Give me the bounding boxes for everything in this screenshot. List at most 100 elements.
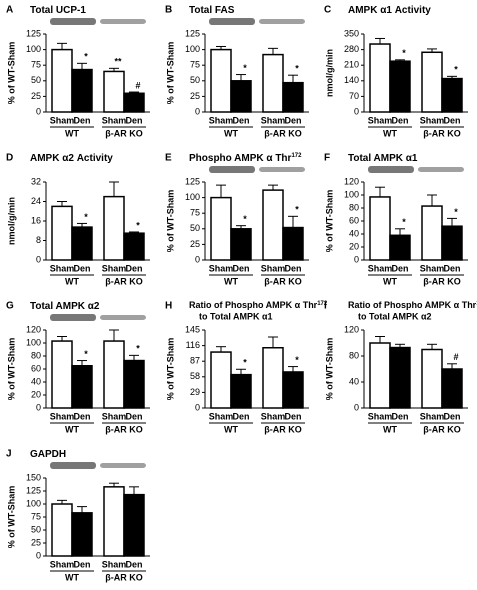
panel-title: Ratio of Phospho AMPK α Thr172 [348, 300, 477, 310]
group-label: WT [65, 276, 79, 286]
bar [210, 48, 232, 113]
bar-category-label: Sham [420, 263, 445, 273]
bar-category-label: Den [391, 115, 408, 125]
bar [51, 48, 73, 113]
y-tick-label: 0 [36, 402, 41, 412]
y-tick-label: 80 [31, 350, 41, 360]
bar [51, 503, 73, 557]
bar [421, 205, 443, 261]
bar [123, 92, 145, 113]
panel-letter: I [324, 301, 327, 312]
significance-mark: * [243, 214, 247, 224]
y-axis-label: % of WT-Sham [165, 338, 175, 401]
y-tick-label: 125 [185, 28, 200, 38]
bar-category-label: Den [232, 115, 249, 125]
panel-letter: D [6, 153, 13, 164]
y-axis-label: nmol/g/min [324, 49, 334, 97]
significance-mark: * [136, 220, 140, 230]
panel: J GAPDH 0 25 50 75 100 125 150 % of WT-Sham WT Sham… [6, 449, 150, 582]
significance-mark: * [295, 205, 299, 215]
bar [369, 196, 391, 261]
y-tick-label: 20 [349, 241, 359, 251]
group-label: β-AR KO [105, 276, 143, 286]
significance-mark: * [136, 344, 140, 354]
panel-letter: C [324, 5, 331, 16]
bar-category-label: Den [391, 411, 408, 421]
bar-category-label: Den [73, 263, 90, 273]
title-sup: 172 [291, 153, 302, 159]
panel-title: Total AMPK α2 [30, 301, 100, 312]
bar-category-label: Den [232, 263, 249, 273]
y-tick-label: 60 [31, 363, 41, 373]
bar [103, 340, 125, 409]
bar-category-label: Sham [209, 115, 234, 125]
y-tick-label: 32 [31, 176, 41, 186]
bar [262, 53, 284, 113]
bar-category-label: Den [391, 263, 408, 273]
bar [441, 77, 463, 113]
y-tick-label: 0 [195, 106, 200, 116]
y-tick-label: 58 [190, 371, 200, 381]
bar [51, 205, 73, 261]
significance-mark: * [402, 217, 406, 227]
y-tick-label: 280 [344, 44, 359, 54]
group-label: WT [65, 424, 79, 434]
y-tick-label: 50 [190, 75, 200, 85]
y-tick-label: 75 [190, 208, 200, 218]
y-tick-label: 0 [195, 254, 200, 264]
panel-letter: G [6, 301, 14, 312]
significance-mark: * [243, 358, 247, 368]
bar-category-label: Sham [102, 559, 127, 569]
bar-category-label: Den [443, 411, 460, 421]
group-label: β-AR KO [105, 572, 143, 582]
group-label: WT [224, 424, 238, 434]
y-tick-label: 116 [186, 340, 200, 350]
bar-category-label: Sham [50, 411, 75, 421]
blot [50, 18, 96, 25]
title-text: Total FAS [189, 5, 235, 16]
significance-mark: # [453, 352, 458, 362]
panel-title: AMPK α1 Activity [348, 5, 431, 16]
y-tick-label: 125 [26, 28, 41, 38]
y-tick-label: 87 [190, 356, 200, 366]
bar-category-label: Den [125, 263, 142, 273]
bar [210, 196, 232, 261]
bar [103, 195, 125, 261]
bar [389, 234, 411, 261]
y-axis-label: % of WT-Sham [6, 486, 16, 549]
panel-title-line2: to Total AMPK α2 [358, 311, 432, 321]
bar-category-label: Den [125, 411, 142, 421]
blot [50, 314, 96, 321]
title-text: AMPK α1 Activity [348, 5, 431, 16]
bar-category-label: Sham [102, 411, 127, 421]
y-tick-label: 29 [190, 387, 200, 397]
title-text: Ratio of Phospho AMPK α Thr [348, 300, 477, 310]
title-text: Ratio of Phospho AMPK α Thr [189, 300, 318, 310]
blot [209, 18, 255, 25]
group-label: β-AR KO [105, 128, 143, 138]
group-label: WT [224, 128, 238, 138]
panel-letter: B [165, 5, 172, 16]
significance-mark: * [454, 207, 458, 217]
bar-category-label: Sham [50, 559, 75, 569]
bar [230, 228, 252, 261]
y-tick-label: 0 [354, 106, 359, 116]
y-axis-label: % of WT-Sham [324, 190, 334, 253]
y-tick-label: 40 [349, 228, 359, 238]
bar [369, 342, 391, 409]
panel-title: Phospho AMPK α Thr172 [189, 153, 302, 164]
group-label: β-AR KO [423, 128, 461, 138]
group-label: WT [65, 128, 79, 138]
group-label: WT [383, 128, 397, 138]
panel: B Total FAS 0 25 50 75 100 125 % of WT-Sham WT Sha… [165, 5, 309, 138]
bar-category-label: Den [443, 115, 460, 125]
bar [123, 359, 145, 409]
bar-category-label: Den [73, 411, 90, 421]
group-label: WT [65, 572, 79, 582]
y-tick-label: 75 [31, 511, 41, 521]
y-tick-label: 125 [185, 176, 200, 186]
bar [441, 368, 463, 409]
panel: A Total UCP-1 0 25 50 75 100 125 % of WT-Sham WT S… [6, 5, 150, 138]
y-tick-label: 125 [26, 485, 41, 495]
y-tick-label: 100 [185, 192, 200, 202]
